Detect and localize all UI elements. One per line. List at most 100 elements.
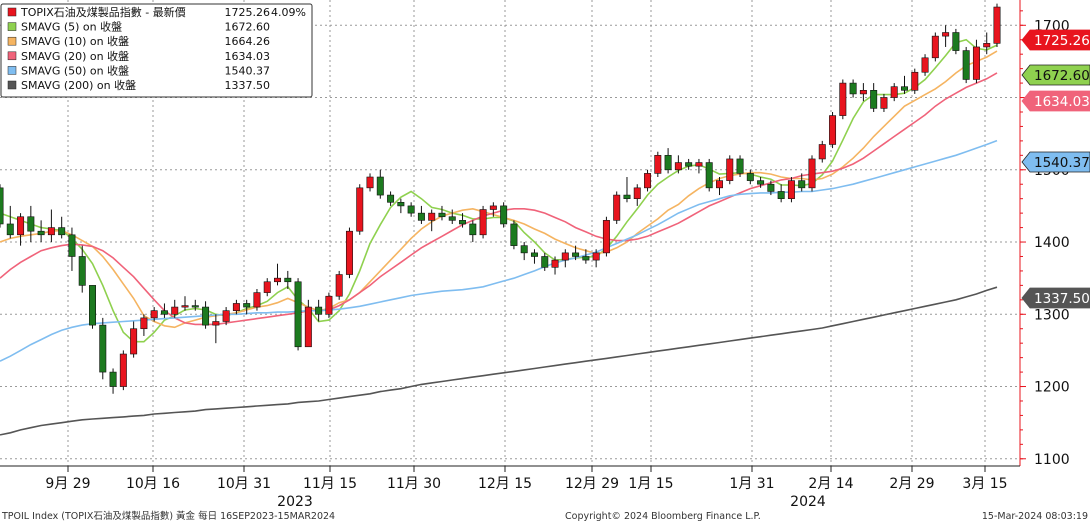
candle-body <box>6 223 14 236</box>
candle-body <box>561 252 569 261</box>
candle-body <box>78 256 86 286</box>
candle-body <box>757 180 765 185</box>
legend: TOPIX石油及煤製品指數 - 最新價 1725.26 4.09% SMAVG (5)… <box>0 3 313 98</box>
candle-body <box>222 310 230 322</box>
candle-body <box>931 35 939 59</box>
legend-value: 1337.50 <box>225 79 271 92</box>
candle-body <box>438 212 446 218</box>
candle-body <box>829 115 837 145</box>
tag-shape <box>1021 287 1090 309</box>
footer: TPOIL Index (TOPIX石油及煤製品指數) 黃金 每日 16SEP2… <box>1 510 1088 522</box>
candle-body <box>541 256 549 268</box>
legend-swatch <box>7 36 17 46</box>
candle-body <box>644 173 652 189</box>
candle-body <box>160 310 168 315</box>
candle-body <box>376 176 384 196</box>
candle-body <box>510 223 518 246</box>
candle-body <box>500 205 508 225</box>
candle-body <box>726 158 734 181</box>
candle-body <box>705 162 713 189</box>
x-tick-label: 12月 29 <box>565 476 619 492</box>
last-value-tags: 1725.26 1672.60 1634.03 1540.37 1337.50 <box>1021 29 1090 309</box>
sma-line <box>0 286 998 436</box>
candle-body <box>962 50 970 80</box>
year-label: 2024 <box>790 494 826 510</box>
candle-body <box>140 317 148 330</box>
sma-line <box>0 38 998 343</box>
candle-body <box>942 32 950 37</box>
candle-body <box>695 162 703 167</box>
tag-shape <box>1021 29 1090 51</box>
legend-value: 1672.60 <box>225 21 271 34</box>
candle-body <box>633 187 641 199</box>
candle-body <box>345 230 353 275</box>
candle-body <box>592 252 600 261</box>
candle-body <box>243 303 251 308</box>
candle-body <box>356 187 364 232</box>
candle-body <box>58 227 66 236</box>
legend-value: 1540.37 <box>225 64 271 77</box>
candle-body <box>808 158 816 189</box>
legend-value: 1725.26 <box>225 6 271 19</box>
candle-body <box>181 305 189 308</box>
x-tick-label: 11月 15 <box>303 476 357 492</box>
candles <box>0 3 1001 394</box>
last-value-tag: 1540.37 <box>1021 151 1090 173</box>
candle-body <box>664 155 672 171</box>
candle-body <box>294 281 302 348</box>
candle-body <box>530 252 538 257</box>
last-value-tag: 1634.03 <box>1021 90 1090 112</box>
x-tick-label: 12月 15 <box>478 476 532 492</box>
legend-box <box>0 3 313 98</box>
candle-body <box>27 216 35 232</box>
sma-line <box>0 50 998 329</box>
candle-body <box>551 259 559 268</box>
candle-body <box>315 306 323 315</box>
candle-body <box>68 234 76 257</box>
legend-label: SMAVG (50) on 收盤 <box>21 63 129 77</box>
x-tick-label: 2月 14 <box>808 476 853 492</box>
candle-body <box>109 371 117 387</box>
candle-body <box>623 194 631 199</box>
tag-shape <box>1021 64 1090 86</box>
candle-body <box>972 46 980 80</box>
candle-body <box>325 295 333 315</box>
candle-body <box>746 173 754 181</box>
legend-swatch <box>7 80 17 90</box>
candle-body <box>387 194 395 203</box>
candle-body <box>428 212 436 221</box>
legend-label: TOPIX石油及煤製品指數 - 最新價 <box>20 5 186 19</box>
last-value-tag: 1337.50 <box>1021 287 1090 309</box>
year-label: 2023 <box>277 494 313 510</box>
legend-swatch <box>7 51 17 61</box>
candle-body <box>901 86 908 91</box>
sma-line <box>0 72 998 326</box>
candle-body <box>202 306 210 326</box>
candle-body <box>849 82 857 95</box>
candle-body <box>150 310 158 319</box>
candle-body <box>674 162 682 171</box>
candle-body <box>119 353 127 387</box>
sma-line <box>0 139 998 362</box>
legend-label: SMAVG (200) on 收盤 <box>21 78 136 92</box>
legend-label: SMAVG (20) on 收盤 <box>21 49 129 63</box>
y-tick-label: 1400 <box>1034 235 1070 251</box>
candle-body <box>263 281 271 293</box>
candle-body <box>911 71 919 91</box>
legend-value: 1664.26 <box>225 35 271 48</box>
candle-body <box>489 205 497 210</box>
candle-body <box>479 209 487 236</box>
y-tick-label: 1300 <box>1034 307 1070 323</box>
candle-body <box>417 212 425 221</box>
legend-label: SMAVG (5) on 收盤 <box>21 20 122 34</box>
y-tick-label: 1100 <box>1034 452 1070 468</box>
candle-body <box>47 227 55 236</box>
candle-body <box>715 180 723 189</box>
candle-body <box>818 144 826 160</box>
x-tick-label: 11月 30 <box>387 476 441 492</box>
candle-body <box>859 90 867 95</box>
footer-left-text: TPOIL Index (TOPIX石油及煤製品指數) 黃金 每日 16SEP2… <box>1 510 335 522</box>
x-tick-label: 2月 29 <box>889 476 934 492</box>
y-tick-label: 1200 <box>1034 380 1070 396</box>
